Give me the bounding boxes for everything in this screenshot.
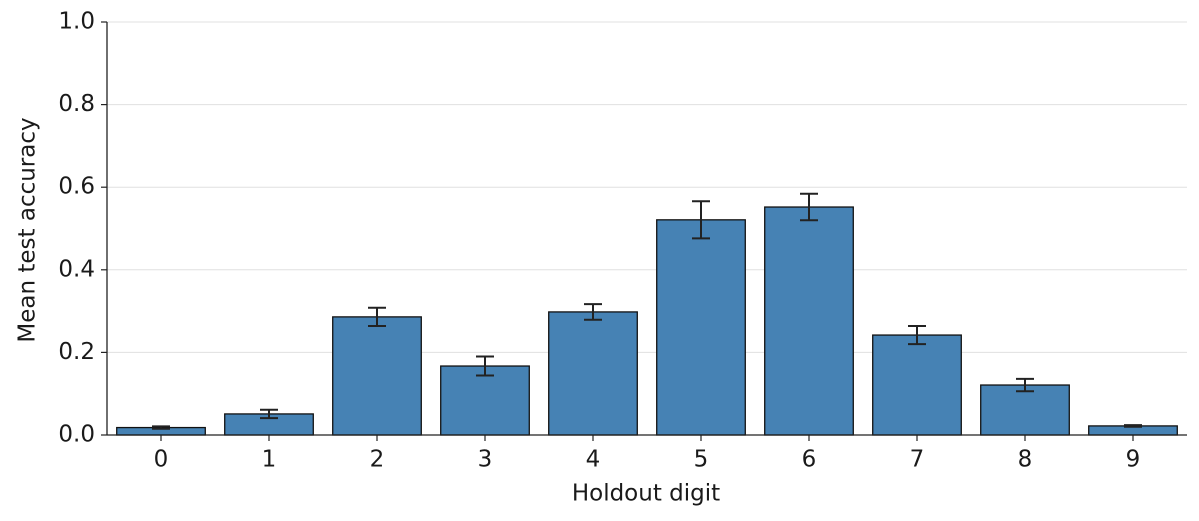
- x-axis-label: Holdout digit: [572, 481, 720, 507]
- x-tick-label: 0: [154, 447, 169, 473]
- y-tick-label: 0.0: [58, 422, 95, 448]
- x-tick-label: 3: [478, 447, 493, 473]
- bar: [656, 219, 746, 436]
- x-tick-label: 8: [1018, 447, 1033, 473]
- bar: [980, 384, 1070, 436]
- bar: [548, 311, 638, 436]
- y-tick-label: 0.6: [58, 174, 95, 200]
- bar: [872, 334, 962, 436]
- x-tick-label: 5: [694, 447, 709, 473]
- x-tick-label: 7: [910, 447, 925, 473]
- y-tick-label: 1.0: [58, 9, 95, 35]
- x-tick-label: 1: [262, 447, 277, 473]
- y-tick-label: 0.2: [58, 339, 95, 365]
- y-tick-label: 0.8: [58, 91, 95, 117]
- x-tick-label: 4: [586, 447, 601, 473]
- bar: [764, 206, 854, 436]
- bar: [332, 316, 422, 436]
- y-tick-label: 0.4: [58, 256, 95, 282]
- y-axis-label: Mean test accuracy: [15, 117, 41, 342]
- x-tick-label: 2: [370, 447, 385, 473]
- x-tick-label: 9: [1126, 447, 1141, 473]
- x-tick-label: 6: [802, 447, 817, 473]
